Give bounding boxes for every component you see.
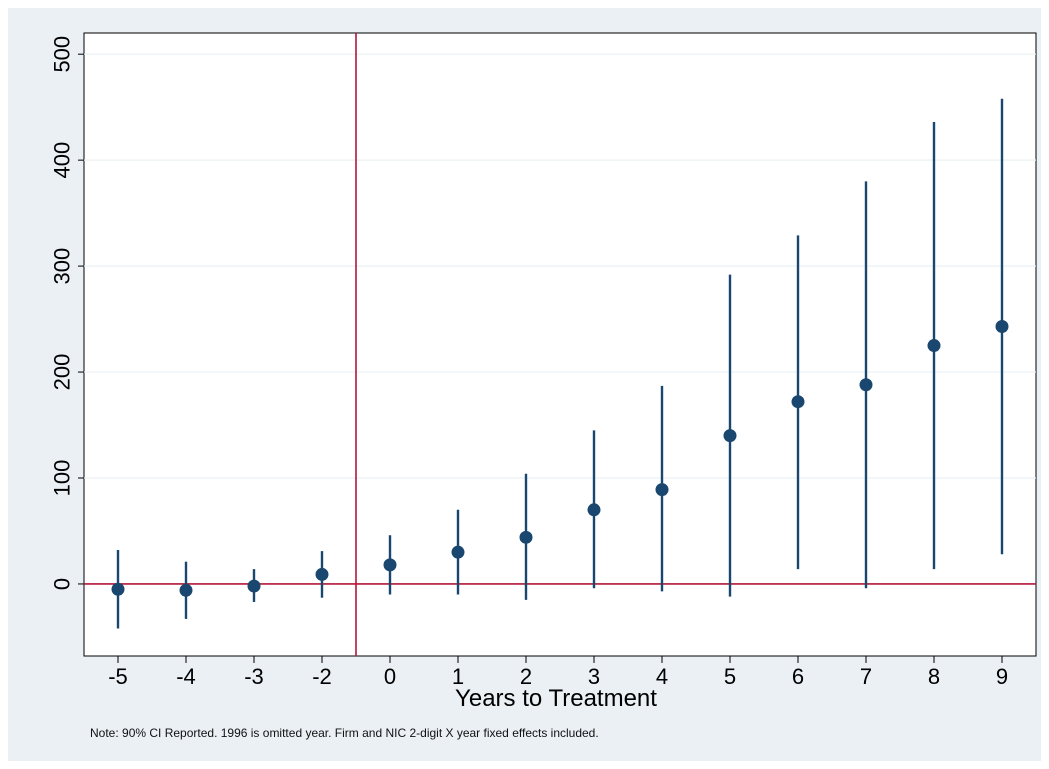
x-tick-label: 0 <box>384 664 396 689</box>
y-tick-label: 300 <box>50 248 75 285</box>
x-tick-label: -3 <box>244 664 264 689</box>
point-estimate-marker <box>315 567 329 581</box>
point-estimate-marker <box>383 558 397 572</box>
x-tick-label: -2 <box>312 664 332 689</box>
y-tick-label: 100 <box>50 460 75 497</box>
point-estimate-marker <box>995 319 1009 333</box>
point-estimate-marker <box>859 378 873 392</box>
x-tick-label: 6 <box>792 664 804 689</box>
point-estimate-marker <box>179 583 193 597</box>
plot-area <box>83 32 1037 657</box>
x-axis-title: Years to Treatment <box>455 685 657 712</box>
y-tick-label: 0 <box>50 578 75 590</box>
point-estimate-marker <box>655 483 669 497</box>
point-estimate-marker <box>587 503 601 517</box>
point-estimate-marker <box>111 582 125 596</box>
x-tick-label: 9 <box>996 664 1008 689</box>
point-estimate-marker <box>791 395 805 409</box>
x-tick-label: 1 <box>452 664 464 689</box>
point-estimate-marker <box>519 530 533 544</box>
y-tick-label: 400 <box>50 142 75 179</box>
point-estimate-marker <box>451 545 465 559</box>
x-tick-label: 3 <box>588 664 600 689</box>
x-tick-label: 4 <box>656 664 668 689</box>
x-tick-label: 2 <box>520 664 532 689</box>
point-estimate-marker <box>927 339 941 353</box>
x-tick-label: 7 <box>860 664 872 689</box>
x-tick-label: 8 <box>928 664 940 689</box>
x-tick-label: -5 <box>108 664 128 689</box>
y-tick-label: 500 <box>50 36 75 73</box>
point-estimate-marker <box>723 429 737 443</box>
figure-note: Note: 90% CI Reported. 1996 is omitted y… <box>90 726 599 740</box>
y-tick-label: 200 <box>50 354 75 391</box>
x-tick-label: 5 <box>724 664 736 689</box>
point-estimate-marker <box>247 579 261 593</box>
x-tick-label: -4 <box>176 664 196 689</box>
